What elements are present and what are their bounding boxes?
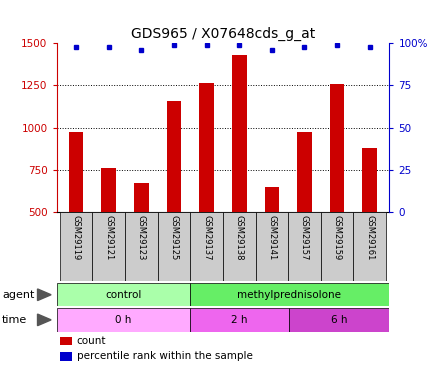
Text: GSM29141: GSM29141 <box>267 215 276 261</box>
Bar <box>296 132 311 212</box>
Title: GDS965 / X07648cds_g_at: GDS965 / X07648cds_g_at <box>131 27 314 41</box>
Text: GSM29157: GSM29157 <box>299 215 308 261</box>
Bar <box>329 84 344 212</box>
Text: GSM29161: GSM29161 <box>365 215 373 261</box>
Text: 2 h: 2 h <box>231 315 247 325</box>
Bar <box>125 212 157 281</box>
Bar <box>60 352 71 361</box>
Bar <box>255 212 287 281</box>
Text: GSM29123: GSM29123 <box>137 215 145 261</box>
Bar <box>190 212 223 281</box>
Bar <box>60 212 92 281</box>
Bar <box>189 308 289 332</box>
Text: count: count <box>76 336 106 346</box>
Text: percentile rank within the sample: percentile rank within the sample <box>76 351 252 361</box>
Text: control: control <box>105 290 141 300</box>
Text: GSM29159: GSM29159 <box>332 215 341 261</box>
Bar <box>223 212 255 281</box>
Text: GSM29125: GSM29125 <box>169 215 178 261</box>
Text: GSM29138: GSM29138 <box>234 215 243 261</box>
Bar <box>101 168 116 212</box>
Polygon shape <box>37 314 51 326</box>
Bar <box>56 283 189 306</box>
Text: 0 h: 0 h <box>115 315 131 325</box>
Bar <box>199 83 214 212</box>
Bar <box>56 308 189 332</box>
Text: agent: agent <box>2 290 34 300</box>
Bar <box>289 308 388 332</box>
Text: GSM29119: GSM29119 <box>72 215 80 261</box>
Bar <box>362 148 376 212</box>
Bar <box>69 132 83 212</box>
Bar <box>92 212 125 281</box>
Bar <box>320 212 352 281</box>
Text: 6 h: 6 h <box>330 315 347 325</box>
Bar <box>352 212 385 281</box>
Bar <box>166 101 181 212</box>
Text: time: time <box>2 315 27 325</box>
Bar <box>60 337 71 345</box>
Bar <box>264 188 279 212</box>
Text: GSM29121: GSM29121 <box>104 215 113 261</box>
Bar <box>287 212 320 281</box>
Bar <box>231 55 246 212</box>
Bar <box>189 283 388 306</box>
Text: methylprednisolone: methylprednisolone <box>237 290 341 300</box>
Bar <box>158 212 190 281</box>
Bar <box>134 183 148 212</box>
Text: GSM29137: GSM29137 <box>202 215 210 261</box>
Polygon shape <box>37 289 51 301</box>
